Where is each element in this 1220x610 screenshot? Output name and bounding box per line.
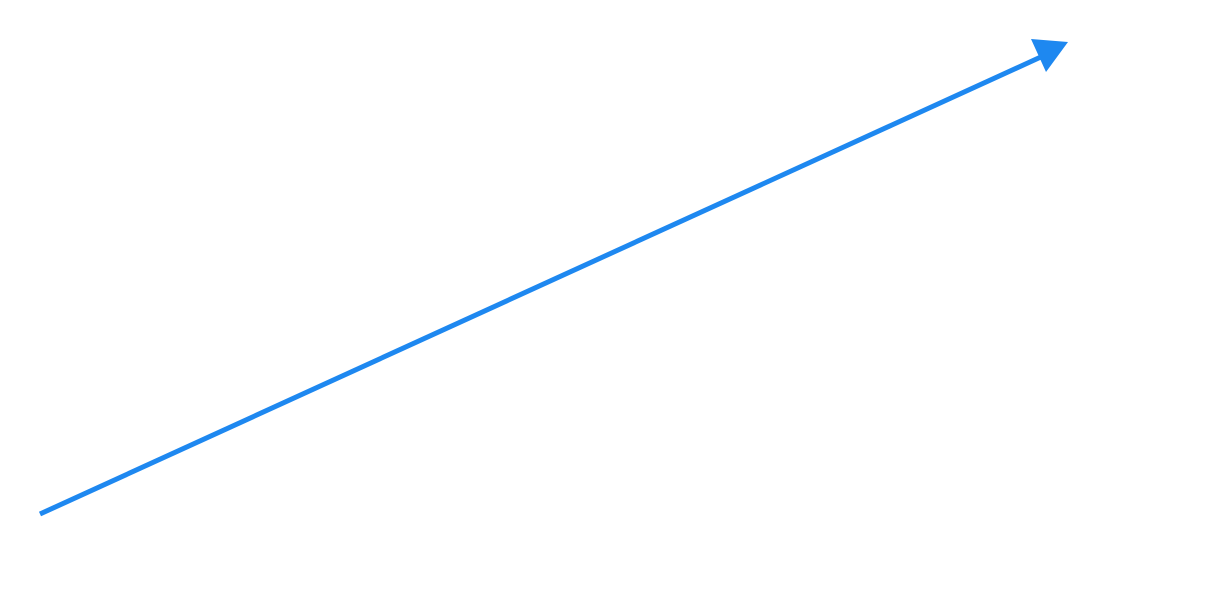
arrow-shaft (38, 53, 1045, 517)
arrow-head (1031, 39, 1068, 72)
